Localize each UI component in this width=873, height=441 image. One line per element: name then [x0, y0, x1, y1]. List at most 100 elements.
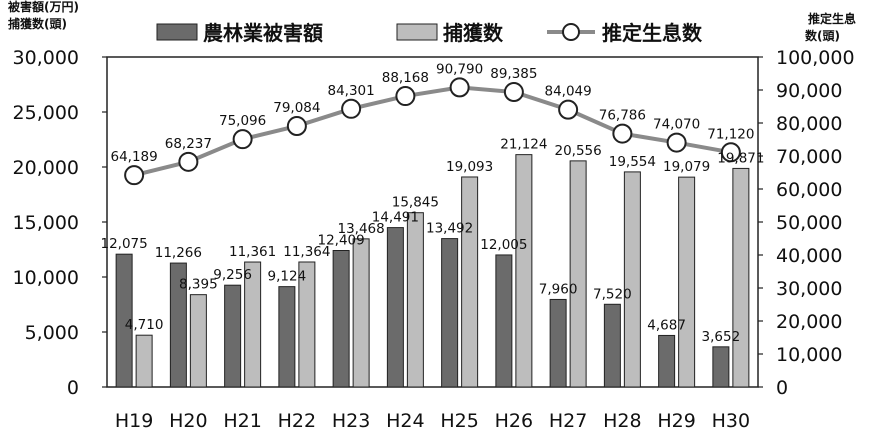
population-point: [720, 142, 741, 163]
bar-capture: [623, 171, 641, 388]
legend-swatch-population-marker: [562, 23, 580, 41]
capture-data-label: 19,093: [446, 159, 493, 175]
population-point: [612, 123, 633, 144]
data-labels-layer: 12,075 11,266 9,256 9,124 12,409 14,491 13,492…: [101, 61, 765, 344]
population-data-label: 75,096: [219, 113, 266, 129]
left-tick-label: 0: [67, 377, 79, 399]
bar-damage: [658, 334, 676, 388]
damage-data-label: 14,491: [372, 210, 419, 226]
capture-data-label: 11,364: [283, 244, 330, 260]
population-point: [558, 99, 579, 120]
category-label: H20: [169, 410, 207, 432]
bar-damage: [603, 303, 621, 388]
left-tick-label: 25,000: [13, 102, 79, 124]
damage-data-label: 12,005: [480, 237, 527, 253]
left-tick-label: 20,000: [13, 157, 79, 179]
left-axis-title-line1: 被害額(万円): [8, 0, 79, 14]
category-label: H27: [549, 410, 587, 432]
right-tick-label: 70,000: [776, 146, 842, 168]
left-tick-label: 5,000: [25, 322, 79, 344]
population-point: [449, 77, 470, 98]
right-tick-label: 30,000: [776, 278, 842, 300]
population-point: [666, 132, 687, 153]
right-tick-label: 60,000: [776, 179, 842, 201]
bars-layer: [115, 154, 750, 388]
right-axis-title-line2: 数(頭): [805, 28, 840, 43]
capture-data-label: 21,124: [500, 137, 547, 153]
population-data-label: 89,385: [490, 66, 537, 82]
population-data-label: 88,168: [382, 70, 429, 86]
population-point: [124, 165, 145, 186]
bar-damage: [441, 238, 459, 388]
right-tick-label: 100,000: [776, 47, 855, 69]
legend-swatch-damage: [156, 23, 198, 41]
bar-capture: [406, 212, 424, 388]
population-point: [395, 86, 416, 107]
right-tick-label: 0: [776, 377, 788, 399]
damage-data-label: 3,652: [702, 329, 741, 345]
population-data-label: 71,120: [707, 126, 754, 142]
category-label: H26: [495, 410, 533, 432]
category-label: H19: [115, 410, 153, 432]
bar-capture: [244, 261, 262, 388]
right-tick-label: 90,000: [776, 80, 842, 102]
damage-data-label: 9,124: [268, 269, 307, 285]
population-data-label: 79,084: [273, 100, 320, 116]
damage-data-label: 7,520: [593, 286, 632, 302]
legend: 農林業被害額 捕獲数 推定生息数: [156, 21, 703, 45]
category-label: H30: [712, 410, 750, 432]
damage-data-label: 9,256: [213, 267, 252, 283]
damage-data-label: 12,075: [101, 236, 148, 252]
capture-data-label: 20,556: [555, 143, 602, 159]
right-tick-label: 50,000: [776, 212, 842, 234]
axes-layer: 0 5,000 10,000 15,000 20,000 25,000 30,000 0 10,…: [8, 0, 856, 432]
category-label: H25: [440, 410, 478, 432]
population-point: [232, 129, 253, 150]
bar-damage: [386, 227, 404, 388]
population-data-label: 68,237: [165, 136, 212, 152]
population-point: [178, 151, 199, 172]
population-data-label: 74,070: [653, 117, 700, 133]
bar-capture: [461, 176, 479, 388]
bar-capture: [298, 261, 316, 388]
right-axis-title-line1: 推定生息: [808, 11, 856, 26]
capture-data-label: 19,554: [609, 154, 656, 170]
legend-label-capture: 捕獲数: [443, 21, 504, 45]
bar-capture: [732, 167, 750, 388]
right-tick-label: 40,000: [776, 245, 842, 267]
capture-data-label: 13,468: [338, 221, 385, 237]
bar-capture: [678, 176, 696, 388]
population-data-label: 84,301: [328, 83, 375, 99]
bar-damage: [115, 253, 133, 388]
bar-capture: [515, 154, 533, 388]
capture-data-label: 4,710: [125, 317, 164, 333]
population-point: [341, 98, 362, 119]
bar-damage: [549, 298, 567, 388]
capture-data-label: 19,079: [663, 159, 710, 175]
bar-damage: [332, 250, 350, 388]
capture-data-label: 15,845: [392, 195, 439, 211]
left-tick-label: 30,000: [13, 47, 79, 69]
left-tick-label: 15,000: [13, 212, 79, 234]
right-tick-label: 20,000: [776, 311, 842, 333]
bar-damage: [712, 346, 730, 388]
bar-damage: [169, 262, 187, 388]
bar-capture: [352, 238, 370, 388]
left-axis-title-line2: 捕獲数(頭): [8, 16, 67, 31]
damage-data-label: 7,960: [539, 281, 578, 297]
right-tick-label: 10,000: [776, 344, 842, 366]
population-data-label: 64,189: [111, 149, 158, 165]
legend-label-damage: 農林業被害額: [203, 21, 323, 45]
category-label: H22: [278, 410, 316, 432]
category-label: H29: [657, 410, 695, 432]
bar-capture: [569, 160, 587, 388]
damage-data-label: 11,266: [155, 245, 202, 261]
population-data-label: 84,049: [545, 84, 592, 100]
line-layer: [124, 77, 741, 186]
damage-data-label: 4,687: [647, 317, 686, 333]
population-point: [286, 116, 307, 137]
population-data-label: 90,790: [436, 61, 483, 77]
bar-damage: [278, 286, 296, 388]
